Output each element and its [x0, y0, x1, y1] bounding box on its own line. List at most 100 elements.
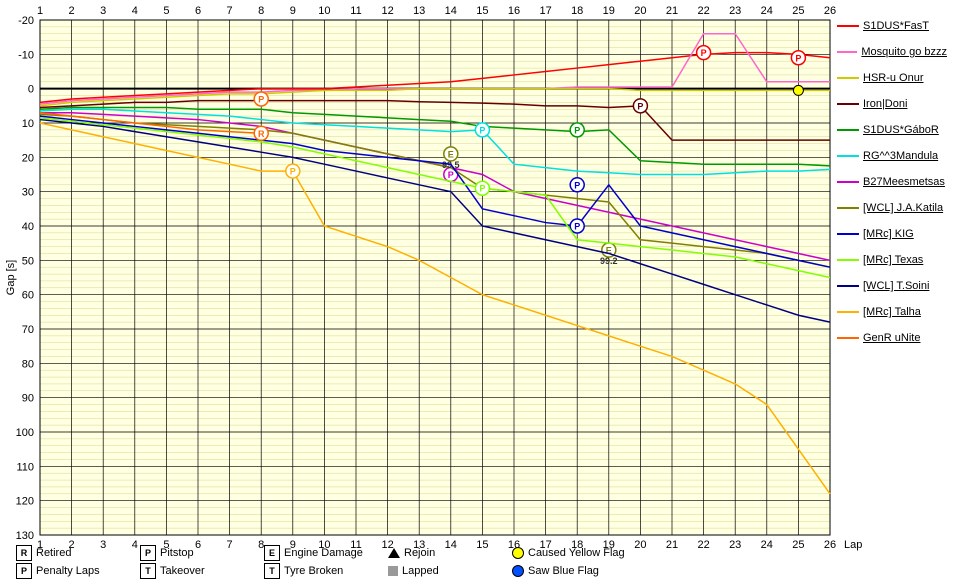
symbol-icon	[388, 566, 398, 576]
symbol-legend-item: Saw Blue Flag	[512, 565, 622, 577]
symbol-legend: RRetiredPPitstopEEngine DamageRejoinCaus…	[16, 543, 625, 579]
legend-item[interactable]: [WCL] J.A.Katila	[837, 202, 947, 214]
legend-item[interactable]: B27Meesmetsas	[837, 176, 947, 188]
legend-item[interactable]: Mosquito go bzzz	[837, 46, 947, 58]
svg-text:16: 16	[508, 5, 520, 17]
legend-item[interactable]: RG^^3Mandula	[837, 150, 947, 162]
svg-text:30: 30	[22, 187, 34, 199]
legend-item[interactable]: Iron|Doni	[837, 98, 947, 110]
legend-item[interactable]: GenR uNite	[837, 332, 947, 344]
svg-text:110: 110	[16, 461, 34, 473]
legend-swatch	[837, 77, 859, 79]
legend-item[interactable]: S1DUS*GáboR	[837, 124, 947, 136]
legend-label: S1DUS*FasT	[863, 20, 929, 32]
symbol-legend-item: TTakeover	[140, 563, 250, 579]
gap-chart: -20-100102030405060708090100110120130112…	[0, 0, 953, 583]
svg-text:7: 7	[227, 5, 233, 17]
symbol-icon: T	[140, 563, 156, 579]
legend-swatch	[837, 129, 859, 131]
svg-text:P: P	[479, 125, 485, 135]
legend-label: [WCL] T.Soini	[863, 280, 929, 292]
legend-item[interactable]: S1DUS*FasT	[837, 20, 947, 32]
symbol-label: Retired	[36, 547, 71, 559]
legend-swatch	[837, 25, 859, 27]
symbol-icon: E	[264, 545, 280, 561]
legend-swatch	[837, 155, 859, 157]
pitstop-marker: P	[286, 164, 300, 178]
svg-text:13: 13	[413, 5, 425, 17]
svg-text:23: 23	[729, 5, 741, 17]
svg-text:1: 1	[37, 5, 43, 17]
symbol-icon: P	[16, 563, 32, 579]
svg-text:22: 22	[697, 539, 709, 551]
svg-text:R: R	[258, 129, 265, 139]
legend-label: Iron|Doni	[863, 98, 907, 110]
legend-label: [WCL] J.A.Katila	[863, 202, 943, 214]
svg-text:4: 4	[132, 5, 138, 17]
symbol-label: Rejoin	[404, 547, 435, 559]
svg-text:P: P	[290, 167, 296, 177]
legend-label: [MRc] Talha	[863, 306, 921, 318]
legend-swatch	[837, 311, 859, 313]
svg-text:P: P	[637, 101, 643, 111]
symbol-icon: R	[16, 545, 32, 561]
legend-label: RG^^3Mandula	[863, 150, 938, 162]
legend-item[interactable]: [WCL] T.Soini	[837, 280, 947, 292]
svg-text:5: 5	[163, 5, 169, 17]
svg-text:10: 10	[318, 5, 330, 17]
svg-text:E: E	[448, 149, 454, 159]
legend-item[interactable]: [MRc] Talha	[837, 306, 947, 318]
symbol-icon	[512, 565, 524, 577]
svg-text:40: 40	[22, 221, 34, 233]
y-axis-label: Gap [s]	[5, 260, 17, 295]
svg-text:24: 24	[761, 539, 773, 551]
svg-text:P: P	[795, 53, 801, 63]
svg-text:50: 50	[22, 255, 34, 267]
svg-text:P: P	[574, 180, 580, 190]
svg-text:19: 19	[603, 5, 615, 17]
legend-swatch	[837, 103, 859, 105]
legend-item[interactable]: HSR-u Onur	[837, 72, 947, 84]
svg-text:P: P	[574, 125, 580, 135]
legend-label: GenR uNite	[863, 332, 920, 344]
svg-text:70: 70	[22, 324, 34, 336]
svg-text:6: 6	[195, 5, 201, 17]
legend-label: [MRc] KIG	[863, 228, 914, 240]
svg-text:80: 80	[22, 358, 34, 370]
svg-text:130: 130	[16, 530, 34, 542]
engine-marker: E99.2	[600, 243, 618, 266]
symbol-legend-item: Rejoin	[388, 547, 498, 559]
svg-text:20: 20	[634, 5, 646, 17]
legend-label: B27Meesmetsas	[863, 176, 945, 188]
engine-marker: E99.5	[442, 147, 460, 170]
svg-text:26: 26	[824, 5, 836, 17]
pitstop-marker: P	[791, 51, 805, 65]
svg-text:3: 3	[100, 5, 106, 17]
legend-item[interactable]: [MRc] KIG	[837, 228, 947, 240]
svg-text:90: 90	[22, 393, 34, 405]
symbol-legend-item: Lapped	[388, 565, 498, 577]
svg-text:P: P	[574, 222, 580, 232]
svg-text:20: 20	[22, 152, 34, 164]
pitstop-marker: P	[475, 181, 489, 195]
symbol-icon	[512, 547, 524, 559]
svg-text:60: 60	[22, 290, 34, 302]
svg-text:P: P	[701, 48, 707, 58]
svg-text:P: P	[258, 94, 264, 104]
legend-swatch	[837, 51, 857, 53]
legend-item[interactable]: [MRc] Texas	[837, 254, 947, 266]
symbol-label: Penalty Laps	[36, 565, 100, 577]
x-axis-label: Lap	[844, 539, 862, 551]
symbol-legend-item: EEngine Damage	[264, 545, 374, 561]
symbol-legend-item: PPitstop	[140, 545, 250, 561]
svg-text:21: 21	[666, 539, 678, 551]
symbol-legend-item: P Penalty Laps	[16, 563, 126, 579]
pitstop-marker: P	[570, 219, 584, 233]
svg-text:25: 25	[792, 5, 804, 17]
legend-swatch	[837, 233, 859, 235]
svg-text:17: 17	[539, 5, 551, 17]
symbol-label: Lapped	[402, 565, 439, 577]
svg-text:100: 100	[16, 427, 34, 439]
svg-text:14: 14	[445, 5, 457, 17]
svg-text:-20: -20	[18, 15, 34, 27]
